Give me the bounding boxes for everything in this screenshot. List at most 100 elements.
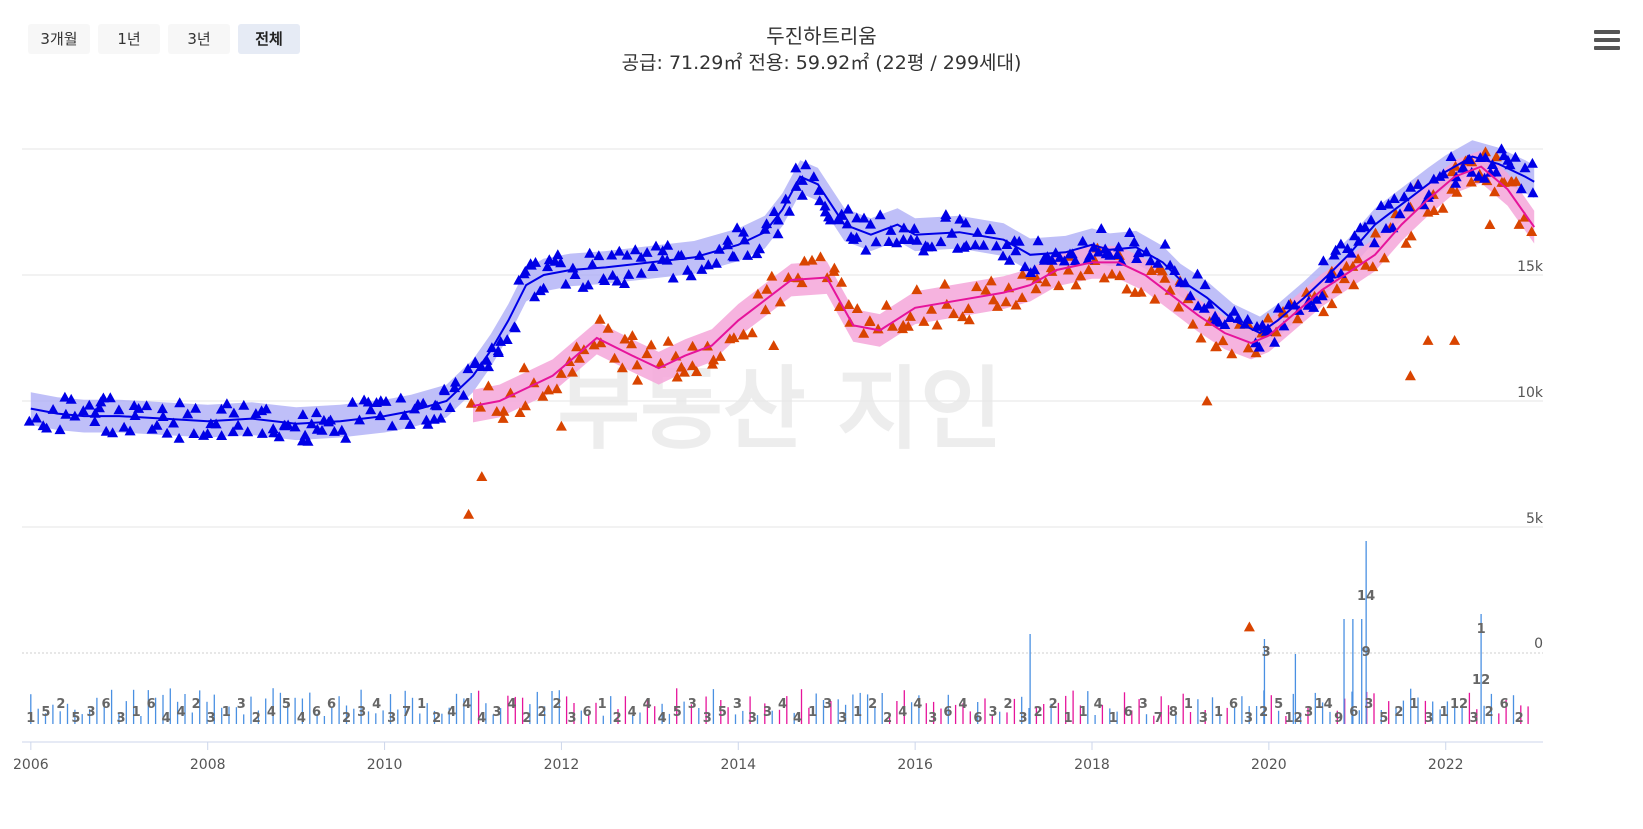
jeonse-point bbox=[962, 303, 974, 313]
sale-point bbox=[1335, 238, 1347, 249]
jeonse-point bbox=[1270, 326, 1282, 337]
x-tick-label: 2016 bbox=[897, 757, 933, 773]
jeonse-point bbox=[768, 340, 780, 350]
sale-point bbox=[1504, 159, 1516, 170]
sale-point bbox=[814, 195, 826, 206]
sale-point bbox=[399, 410, 411, 420]
sale-point bbox=[1328, 249, 1340, 260]
jeonse-point bbox=[542, 384, 554, 395]
sale-point bbox=[851, 232, 863, 242]
jeonse-point bbox=[714, 351, 726, 361]
jeonse-point bbox=[476, 471, 488, 481]
jeonse-point bbox=[774, 296, 786, 307]
chart-subtitle: 공급: 71.29㎡ 전용: 59.92㎡ (22평 / 299세대) bbox=[621, 52, 1022, 74]
volume-label: 2 bbox=[192, 697, 201, 712]
sale-point bbox=[796, 175, 808, 185]
sale-point bbox=[874, 209, 886, 220]
sale-point bbox=[1133, 247, 1144, 258]
sale-point bbox=[23, 415, 35, 426]
sale-point bbox=[1310, 293, 1322, 304]
volume-label: 2 bbox=[1034, 705, 1043, 720]
volume-label: 4 bbox=[778, 697, 787, 712]
hamburger-menu-icon[interactable] bbox=[1594, 30, 1620, 52]
jeonse-point bbox=[1149, 293, 1161, 304]
sale-point bbox=[1490, 166, 1502, 177]
volume-label: 3 bbox=[1244, 711, 1253, 726]
sale-point bbox=[501, 334, 513, 344]
jeonse-point bbox=[1017, 268, 1029, 279]
sale-point bbox=[1527, 187, 1539, 198]
chart-axes: 5k 10k 15k 0 2006 2008 2010 2012 2014 2016 2018 202… bbox=[13, 259, 1544, 773]
jeonse-point bbox=[796, 277, 808, 288]
volume-bars: 1 525 363 164 423 132 454 662 343 712 444 342 223 612… bbox=[26, 541, 1529, 726]
sale-point bbox=[1192, 268, 1203, 279]
jeonse-point bbox=[1217, 335, 1229, 346]
sale-point bbox=[657, 245, 669, 256]
jeonse-point bbox=[1370, 227, 1381, 238]
volume-label: 2 bbox=[252, 711, 261, 726]
jeonse-point bbox=[1106, 268, 1118, 279]
volume-label: 3 bbox=[207, 711, 216, 726]
jeonse-point bbox=[1070, 279, 1082, 290]
volume-label: 4 bbox=[628, 705, 637, 720]
jeonse-point bbox=[939, 278, 951, 289]
jeonse-point bbox=[1292, 313, 1304, 324]
jeonse-point bbox=[858, 327, 870, 338]
range-button-all[interactable]: 전체 bbox=[238, 24, 300, 54]
sale-point bbox=[641, 247, 653, 257]
sale-point bbox=[1353, 235, 1365, 246]
sale-point bbox=[1383, 198, 1395, 209]
jeonse-point bbox=[1348, 279, 1360, 290]
sale-point bbox=[1519, 162, 1531, 173]
range-button-3-years[interactable]: 3년 bbox=[168, 24, 230, 54]
sale-point bbox=[1069, 255, 1081, 266]
volume-label: 3 bbox=[492, 705, 501, 720]
sale-point bbox=[606, 249, 618, 260]
jeonse-point bbox=[1510, 176, 1522, 186]
sale-point bbox=[513, 274, 525, 285]
sale-point bbox=[1088, 241, 1100, 252]
watermark: 부동산 지인 bbox=[557, 357, 1002, 462]
jeonse-point bbox=[1400, 237, 1412, 248]
sale-point bbox=[190, 402, 202, 413]
x-tick-label: 2014 bbox=[720, 757, 756, 773]
volume-label: 3 bbox=[733, 697, 742, 712]
sale-point bbox=[242, 426, 254, 437]
x-tick-label: 2006 bbox=[13, 757, 49, 773]
range-button-1-year[interactable]: 1년 bbox=[98, 24, 160, 54]
volume-label: 3 bbox=[703, 711, 712, 726]
sale-point bbox=[1128, 236, 1140, 247]
sale-point bbox=[100, 425, 112, 436]
range-button-3-months[interactable]: 3개월 bbox=[28, 24, 90, 54]
sale-point bbox=[722, 234, 734, 245]
jeonse-point bbox=[686, 360, 698, 371]
jeonse-point bbox=[963, 314, 975, 325]
x-tick-label: 2010 bbox=[367, 757, 403, 773]
jeonse-point bbox=[843, 299, 855, 309]
sale-point bbox=[1422, 192, 1434, 202]
volume-label: 8 bbox=[1169, 705, 1178, 720]
sale-point bbox=[1308, 302, 1320, 312]
jeonse-point bbox=[1242, 342, 1254, 353]
sale-point bbox=[65, 393, 77, 404]
volume-label: 3 bbox=[86, 705, 95, 720]
sale-point bbox=[647, 261, 659, 271]
sale-point bbox=[1466, 166, 1478, 177]
jeonse-point bbox=[1040, 276, 1052, 287]
jeonse-point bbox=[491, 406, 503, 416]
sale-point bbox=[823, 211, 835, 222]
jeonse-point bbox=[1513, 219, 1525, 229]
volume-label: 1 bbox=[1064, 711, 1073, 726]
volume-label: 2 bbox=[1003, 697, 1012, 712]
sale-point bbox=[1001, 239, 1013, 249]
volume-label: 2 bbox=[1394, 705, 1403, 720]
jeonse-point bbox=[678, 366, 690, 377]
jeonse-point bbox=[1489, 186, 1501, 197]
jeonse-point bbox=[1210, 341, 1222, 352]
jeonse-point bbox=[864, 315, 876, 326]
sale-point bbox=[1515, 183, 1527, 194]
x-tick-label: 2020 bbox=[1251, 757, 1287, 773]
volume-label: 1 bbox=[222, 705, 231, 720]
sale-point bbox=[156, 403, 168, 414]
jeonse-point bbox=[497, 413, 509, 423]
